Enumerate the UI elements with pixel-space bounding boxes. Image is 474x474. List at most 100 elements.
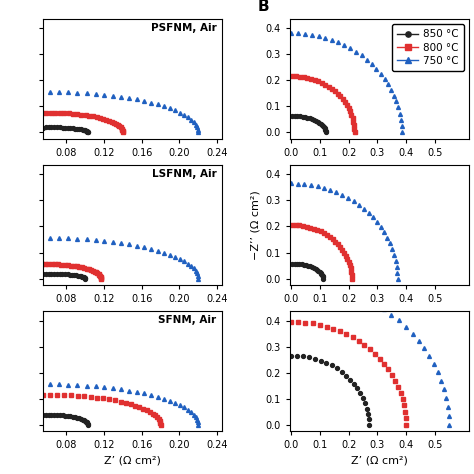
850 °C: [295, 113, 301, 119]
800 °C: [349, 276, 355, 282]
850 °C: [303, 354, 309, 360]
850 °C: [365, 408, 370, 414]
850 °C: [304, 263, 310, 268]
850 °C: [323, 129, 328, 135]
Text: PSFNM, Air: PSFNM, Air: [151, 23, 217, 33]
750 °C: [345, 44, 350, 49]
850 °C: [347, 377, 353, 383]
850 °C: [362, 401, 368, 406]
850 °C: [302, 262, 308, 268]
850 °C: [366, 419, 372, 425]
850 °C: [353, 383, 359, 389]
850 °C: [316, 268, 321, 273]
Line: 850 °C: 850 °C: [289, 262, 325, 281]
750 °C: [429, 357, 435, 363]
750 °C: [392, 96, 398, 101]
800 °C: [333, 239, 338, 245]
800 °C: [344, 102, 350, 108]
850 °C: [311, 117, 317, 122]
850 °C: [301, 114, 307, 119]
850 °C: [316, 268, 322, 274]
850 °C: [318, 270, 323, 275]
850 °C: [309, 264, 314, 270]
Line: 850 °C: 850 °C: [289, 114, 328, 134]
800 °C: [391, 375, 396, 381]
800 °C: [396, 387, 402, 392]
850 °C: [343, 373, 349, 378]
800 °C: [345, 104, 351, 109]
750 °C: [385, 82, 391, 87]
850 °C: [317, 269, 323, 275]
850 °C: [293, 261, 299, 266]
850 °C: [355, 385, 360, 391]
Text: B: B: [258, 0, 269, 14]
850 °C: [357, 390, 363, 396]
850 °C: [305, 115, 310, 120]
850 °C: [315, 118, 320, 124]
Line: 800 °C: 800 °C: [288, 223, 354, 281]
850 °C: [324, 360, 329, 366]
850 °C: [320, 274, 326, 280]
850 °C: [297, 261, 302, 267]
850 °C: [349, 379, 355, 384]
850 °C: [319, 121, 324, 127]
850 °C: [319, 122, 325, 128]
850 °C: [321, 359, 327, 365]
850 °C: [319, 272, 325, 277]
800 °C: [337, 328, 343, 334]
800 °C: [287, 222, 293, 228]
850 °C: [323, 128, 328, 133]
850 °C: [318, 121, 324, 127]
850 °C: [317, 120, 323, 126]
850 °C: [317, 119, 322, 125]
850 °C: [365, 414, 371, 419]
Line: 850 °C: 850 °C: [290, 354, 371, 427]
800 °C: [321, 81, 327, 87]
800 °C: [295, 319, 301, 325]
850 °C: [289, 353, 294, 359]
850 °C: [319, 273, 325, 278]
850 °C: [314, 267, 320, 273]
850 °C: [346, 374, 351, 380]
850 °C: [359, 393, 365, 399]
800 °C: [323, 231, 328, 237]
850 °C: [305, 263, 311, 268]
850 °C: [326, 361, 332, 367]
850 °C: [292, 261, 298, 266]
750 °C: [447, 422, 452, 428]
850 °C: [291, 113, 296, 118]
850 °C: [322, 126, 328, 132]
750 °C: [399, 129, 405, 135]
750 °C: [298, 280, 303, 286]
850 °C: [298, 353, 303, 359]
850 °C: [320, 273, 326, 279]
850 °C: [320, 274, 326, 280]
850 °C: [361, 398, 367, 403]
850 °C: [288, 113, 294, 118]
750 °C: [292, 30, 298, 36]
850 °C: [351, 381, 357, 387]
800 °C: [319, 229, 325, 235]
850 °C: [307, 115, 312, 121]
850 °C: [293, 113, 299, 119]
850 °C: [363, 403, 369, 409]
Line: 800 °C: 800 °C: [290, 74, 356, 134]
750 °C: [387, 84, 392, 90]
850 °C: [319, 271, 324, 277]
800 °C: [291, 73, 297, 79]
850 °C: [323, 129, 328, 135]
750 °C: [342, 193, 348, 199]
850 °C: [321, 124, 327, 130]
800 °C: [389, 372, 395, 378]
850 °C: [299, 114, 304, 119]
850 °C: [309, 116, 315, 122]
800 °C: [348, 269, 354, 274]
850 °C: [311, 265, 317, 271]
850 °C: [360, 395, 366, 401]
850 °C: [366, 422, 372, 428]
850 °C: [299, 261, 305, 267]
800 °C: [346, 333, 352, 338]
850 °C: [313, 118, 319, 123]
Line: 750 °C: 750 °C: [289, 281, 451, 427]
850 °C: [321, 124, 327, 129]
